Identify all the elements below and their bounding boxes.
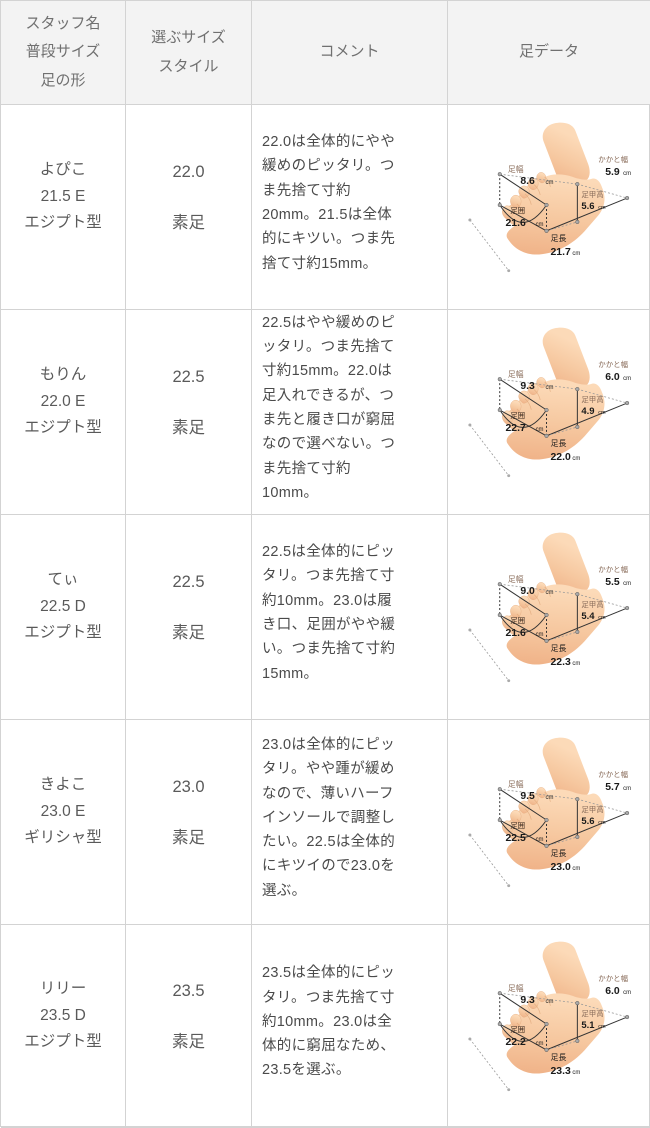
svg-text:かかと幅: かかと幅	[598, 154, 628, 164]
svg-text:cm: cm	[546, 795, 554, 801]
svg-text:足長: 足長	[550, 233, 566, 242]
svg-text:21.6: 21.6	[505, 627, 526, 638]
svg-text:cm: cm	[598, 819, 606, 825]
svg-text:cm: cm	[536, 1040, 544, 1046]
svg-text:5.6: 5.6	[581, 815, 594, 826]
svg-text:足囲: 足囲	[510, 205, 525, 214]
svg-text:22.2: 22.2	[505, 1036, 526, 1047]
svg-text:かかと幅: かかと幅	[598, 973, 628, 983]
svg-text:8.6: 8.6	[520, 176, 535, 187]
svg-text:cm: cm	[598, 409, 606, 415]
svg-text:5.7: 5.7	[605, 782, 620, 793]
svg-text:5.4: 5.4	[581, 610, 595, 621]
svg-text:23.3: 23.3	[550, 1065, 571, 1076]
svg-text:5.6: 5.6	[581, 200, 594, 211]
svg-text:足幅: 足幅	[508, 369, 524, 379]
svg-text:足長: 足長	[550, 438, 566, 447]
svg-text:足囲: 足囲	[510, 410, 525, 419]
svg-text:cm: cm	[598, 204, 606, 210]
svg-text:6.0: 6.0	[605, 372, 620, 383]
svg-text:足長: 足長	[550, 643, 566, 652]
svg-text:かかと幅: かかと幅	[598, 564, 628, 574]
svg-text:22.3: 22.3	[550, 656, 571, 667]
svg-text:足囲: 足囲	[510, 1024, 525, 1033]
svg-text:cm: cm	[536, 836, 544, 842]
svg-text:cm: cm	[572, 865, 580, 871]
svg-text:23.0: 23.0	[550, 861, 571, 872]
svg-text:cm: cm	[536, 426, 544, 432]
svg-text:足長: 足長	[550, 1052, 566, 1061]
svg-text:cm: cm	[546, 180, 554, 186]
svg-text:22.0: 22.0	[550, 451, 571, 462]
svg-text:6.0: 6.0	[605, 986, 620, 997]
svg-text:22.5: 22.5	[505, 832, 526, 843]
svg-text:21.6: 21.6	[505, 217, 526, 228]
svg-text:9.5: 9.5	[520, 791, 535, 802]
svg-text:足幅: 足幅	[508, 164, 524, 174]
svg-text:かかと幅: かかと幅	[598, 359, 628, 369]
svg-text:足甲高: 足甲高	[581, 1008, 603, 1018]
svg-text:足甲高: 足甲高	[581, 599, 603, 609]
svg-text:cm: cm	[572, 1069, 580, 1075]
svg-text:cm: cm	[572, 250, 580, 256]
svg-text:足囲: 足囲	[510, 820, 525, 829]
svg-text:cm: cm	[546, 385, 554, 391]
svg-text:cm: cm	[598, 614, 606, 620]
svg-text:足幅: 足幅	[508, 983, 524, 993]
svg-text:足甲高: 足甲高	[581, 394, 603, 404]
svg-text:cm: cm	[623, 581, 631, 587]
svg-text:cm: cm	[623, 990, 631, 996]
svg-text:5.5: 5.5	[605, 577, 620, 588]
svg-text:cm: cm	[598, 1023, 606, 1029]
svg-text:cm: cm	[536, 221, 544, 227]
svg-text:22.7: 22.7	[505, 422, 526, 433]
svg-text:cm: cm	[572, 660, 580, 666]
svg-text:cm: cm	[536, 631, 544, 637]
svg-text:9.3: 9.3	[520, 381, 535, 392]
svg-text:cm: cm	[623, 786, 631, 792]
svg-text:cm: cm	[623, 171, 631, 177]
svg-text:cm: cm	[546, 999, 554, 1005]
svg-text:cm: cm	[546, 590, 554, 596]
svg-text:足長: 足長	[550, 848, 566, 857]
svg-text:9.0: 9.0	[520, 586, 535, 597]
svg-text:5.9: 5.9	[605, 167, 620, 178]
svg-text:cm: cm	[623, 376, 631, 382]
svg-text:足囲: 足囲	[510, 615, 525, 624]
svg-text:4.9: 4.9	[581, 405, 594, 416]
svg-text:cm: cm	[572, 455, 580, 461]
svg-text:足甲高: 足甲高	[581, 189, 603, 199]
svg-text:5.1: 5.1	[581, 1019, 594, 1030]
svg-text:足甲高: 足甲高	[581, 804, 603, 814]
svg-text:かかと幅: かかと幅	[598, 769, 628, 779]
svg-text:9.3: 9.3	[520, 995, 535, 1006]
svg-text:21.7: 21.7	[550, 246, 571, 257]
svg-text:足幅: 足幅	[508, 779, 524, 789]
svg-text:足幅: 足幅	[508, 574, 524, 584]
